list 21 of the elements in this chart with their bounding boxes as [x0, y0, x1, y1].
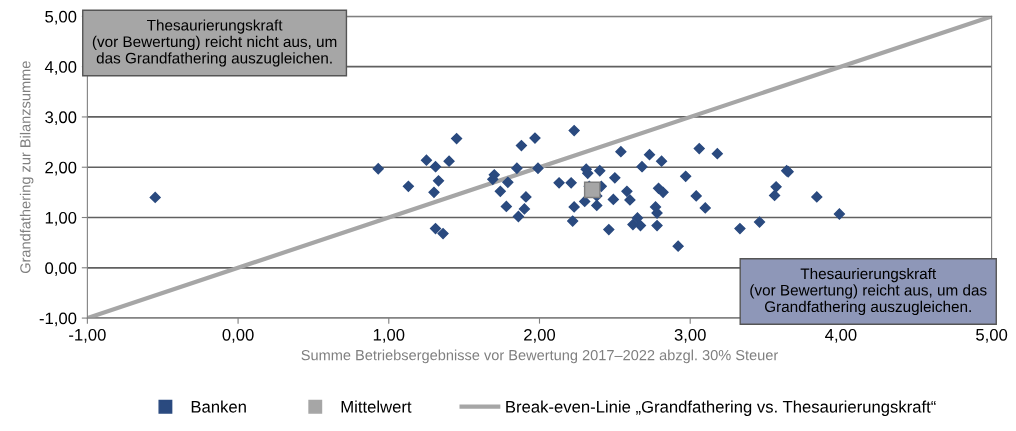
y-tick-label: 5,00: [45, 10, 77, 25]
x-tick-label: 5,00: [976, 328, 1008, 343]
y-tick-label: 3,00: [45, 111, 77, 126]
x-tick-label: 2,00: [524, 328, 556, 343]
legend-label: Mittelwert: [341, 400, 412, 413]
y-axis-title: Grandfathering zur Bilanzsumme: [19, 61, 34, 274]
annotation: Thesaurierungskraft (vor Bewertung) reicht aus, um das Grandfathering auszugleichen.: [750, 267, 987, 316]
y-tick-label: -1,00: [39, 312, 77, 327]
y-tick-label: 0,00: [45, 262, 77, 276]
x-tick-label: 0,00: [222, 328, 254, 343]
y-tick-label: 2,00: [45, 161, 77, 176]
x-tick-label: -1,00: [69, 328, 106, 343]
x-axis-title: Summe Betriebsergebnisse vor Bewertung 2017–2022 abzgl. 30% Steuer: [301, 349, 779, 364]
y-tick-label: 1,00: [45, 211, 77, 226]
x-tick-label: 3,00: [674, 328, 706, 343]
x-tick-label: 1,00: [373, 328, 405, 343]
legend-label: Banken: [191, 400, 246, 413]
annotation: Thesaurierungskraft (vor Bewertung) reicht nicht aus, um das Grandfathering auszugleichen.: [92, 19, 337, 67]
y-tick-label: 4,00: [44, 61, 77, 75]
x-tick-label: 4,00: [825, 328, 857, 343]
legend-label: Break-even-Linie „Grandfathering vs. Thesaurierungskraft“: [506, 400, 936, 416]
